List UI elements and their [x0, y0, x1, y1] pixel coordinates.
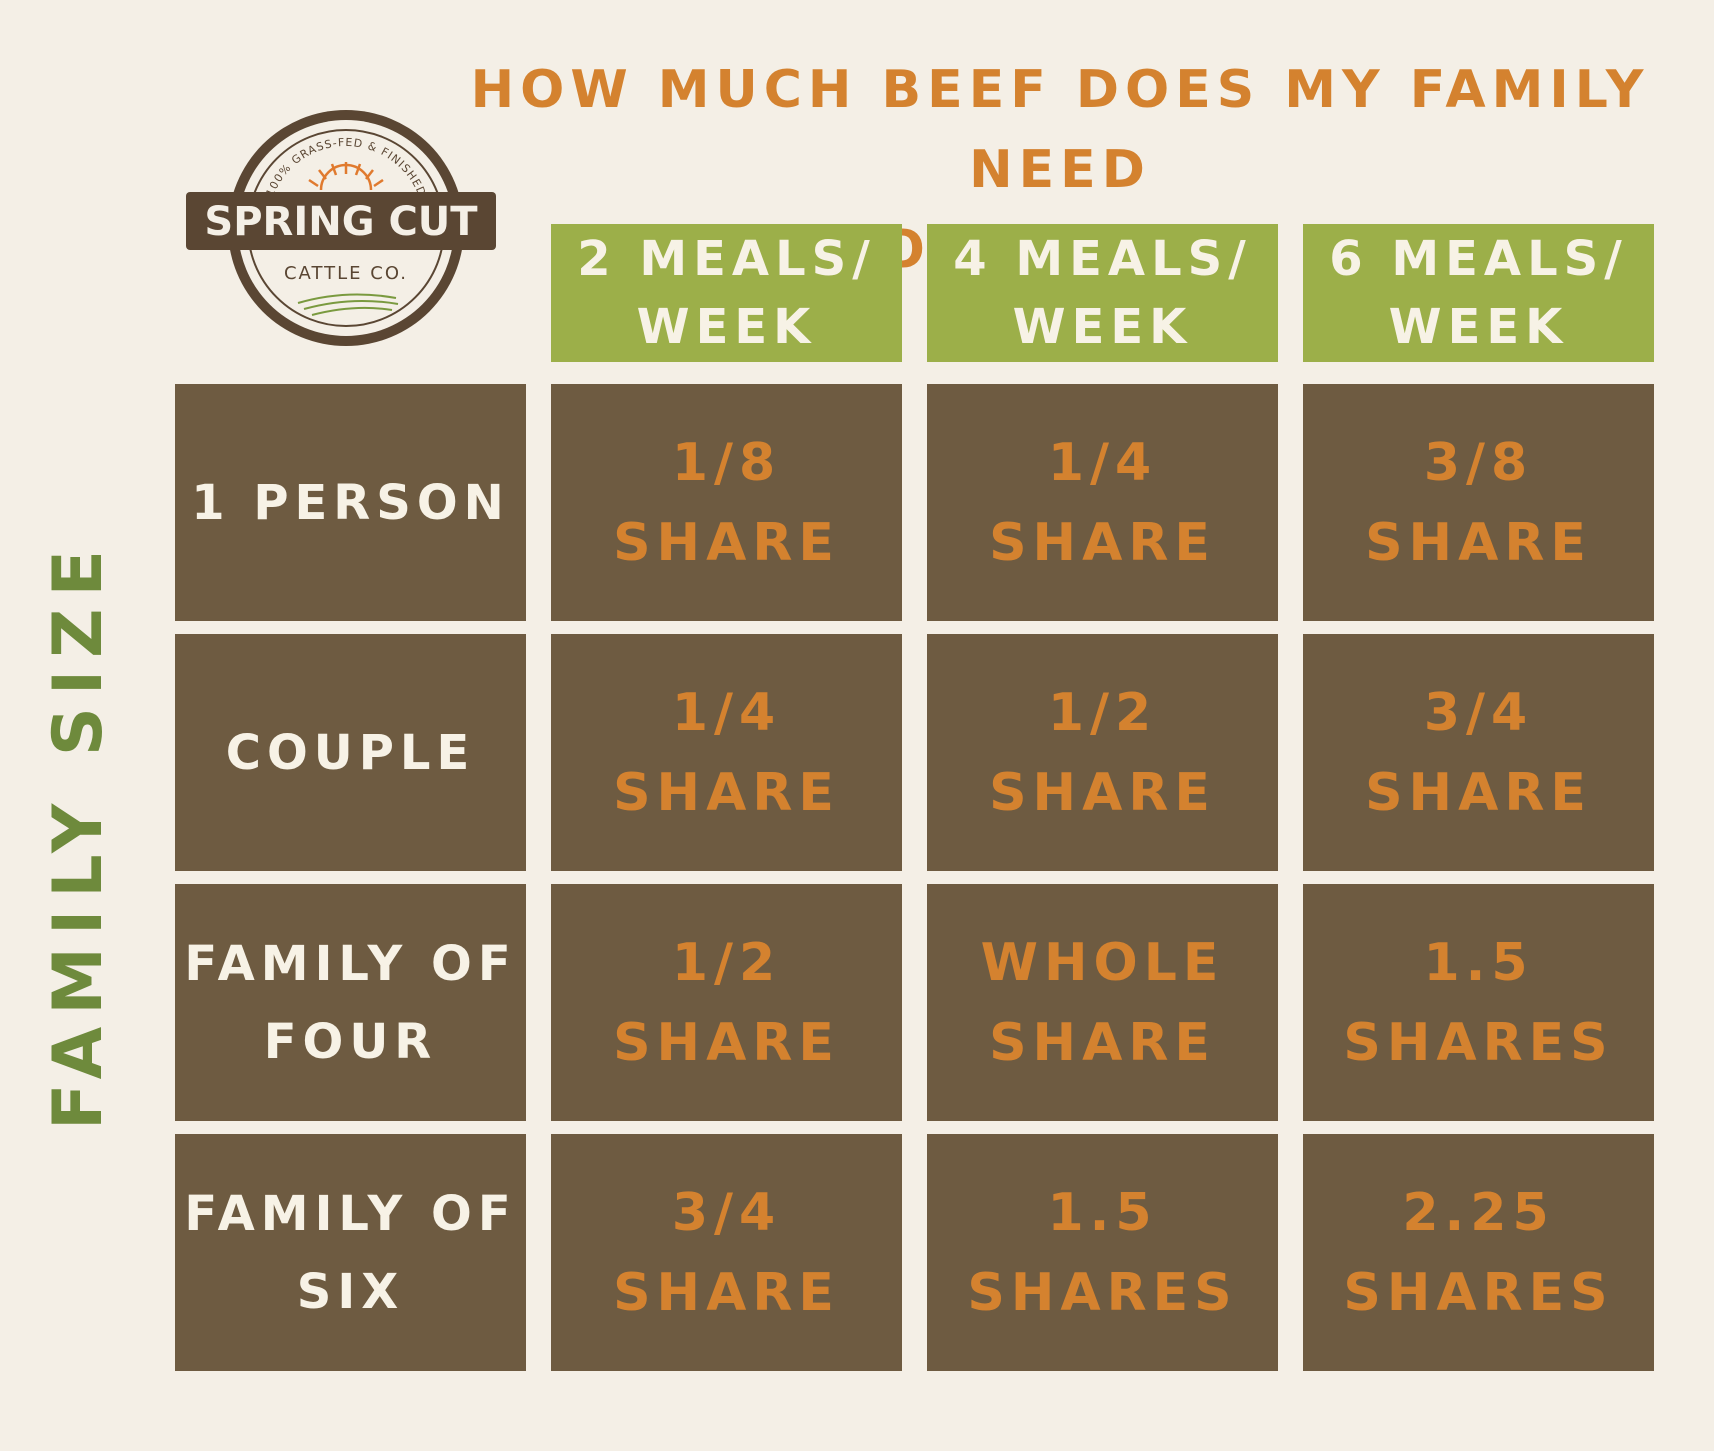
logo-brand: SPRING CUT [204, 199, 478, 245]
table-cell: 1/4 SHARE [927, 384, 1278, 621]
family-size-label: FAMILY SIZE [39, 538, 118, 1130]
table-cell: 3/4 SHARE [1303, 634, 1654, 871]
row-label-family-of-six: FAMILY OF SIX [175, 1134, 526, 1371]
column-header-6-meals: 6 MEALS/ WEEK [1303, 224, 1654, 362]
table-cell: 1/2 SHARE [927, 634, 1278, 871]
table-cell: 1/8 SHARE [551, 384, 902, 621]
title-line-1: HOW MUCH BEEF DOES MY FAMILY NEED [470, 60, 1650, 200]
table-cell: 3/4 SHARE [551, 1134, 902, 1371]
column-header-4-meals: 4 MEALS/ WEEK [927, 224, 1278, 362]
row-label-couple: COUPLE [175, 634, 526, 871]
table-cell: WHOLE SHARE [927, 884, 1278, 1121]
logo-subtitle: CATTLE CO. [284, 263, 408, 284]
table-cell: 3/8 SHARE [1303, 384, 1654, 621]
row-label-family-of-four: FAMILY OF FOUR [175, 884, 526, 1121]
table-cell: 1/2 SHARE [551, 884, 902, 1121]
table-cell: 1/4 SHARE [551, 634, 902, 871]
brand-logo: 100% GRASS-FED & FINISHED SPRING CUT CAT… [186, 110, 496, 346]
row-label-1-person: 1 PERSON [175, 384, 526, 621]
grass-icon [297, 293, 399, 316]
sun-icon [308, 162, 384, 191]
table-cell: 1.5 SHARES [927, 1134, 1278, 1371]
table-cell: 1.5 SHARES [1303, 884, 1654, 1121]
column-header-2-meals: 2 MEALS/ WEEK [551, 224, 902, 362]
table-cell: 2.25 SHARES [1303, 1134, 1654, 1371]
